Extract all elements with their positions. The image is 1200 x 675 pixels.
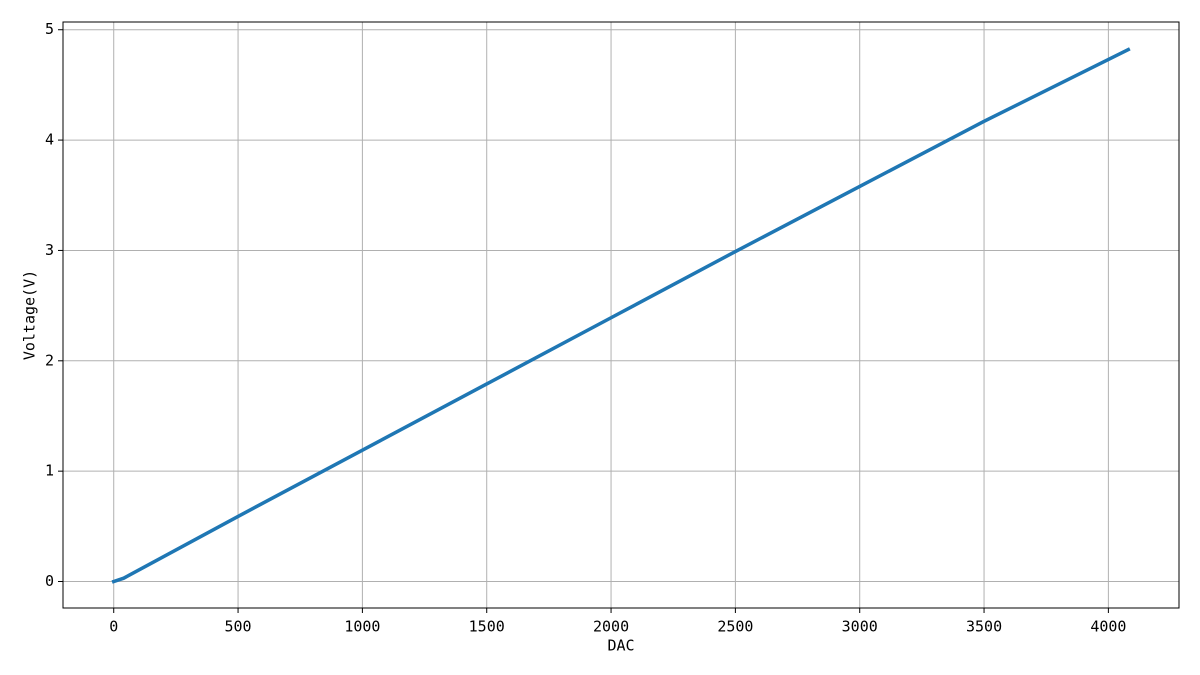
x-tick-label: 3000 — [842, 618, 878, 636]
x-tick-label: 2500 — [717, 618, 753, 636]
y-tick-label: 3 — [45, 241, 54, 259]
y-axis-label: Voltage(V) — [21, 270, 39, 360]
data-line — [111, 47, 1131, 584]
x-tick-label: 4000 — [1090, 618, 1126, 636]
y-tick-label: 0 — [45, 572, 54, 590]
plot-frame — [62, 21, 1180, 609]
x-tick-label: 1500 — [469, 618, 505, 636]
x-tick-label: 1000 — [344, 618, 380, 636]
y-tick-label: 5 — [45, 20, 54, 38]
x-tick-label: 500 — [225, 618, 252, 636]
y-tick-label: 2 — [45, 351, 54, 369]
y-tick-label: 4 — [45, 131, 54, 149]
x-tick-label: 3500 — [966, 618, 1002, 636]
x-tick-label: 2000 — [593, 618, 629, 636]
y-tick-label: 1 — [45, 462, 54, 480]
x-tick-label: 0 — [109, 618, 118, 636]
x-axis-label: DAC — [607, 637, 634, 655]
